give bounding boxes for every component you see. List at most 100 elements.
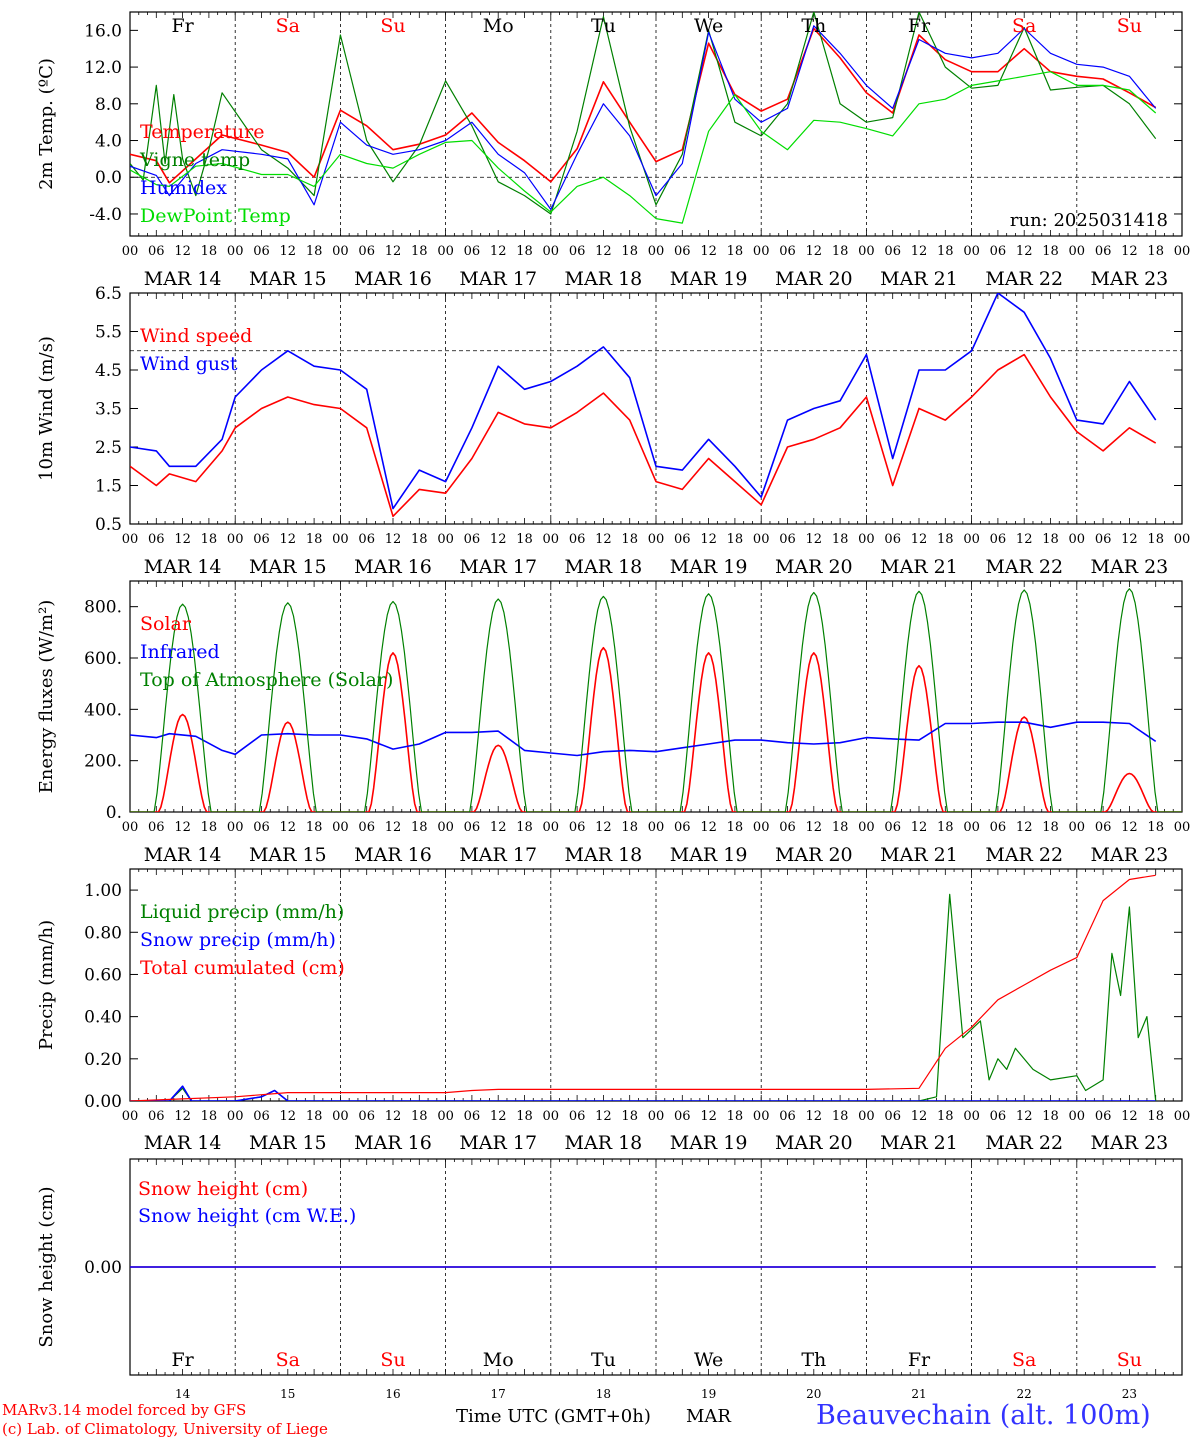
day-number: 17 <box>491 1387 506 1401</box>
date-label: MAR 22 <box>985 844 1063 866</box>
hour-label: 18 <box>937 244 954 259</box>
legend-entry: Wind speed <box>140 325 252 347</box>
day-name: Tu <box>591 1349 616 1371</box>
hour-label: 06 <box>1095 244 1112 259</box>
hour-label: 00 <box>648 820 665 835</box>
day-name: Sa <box>1012 1349 1036 1371</box>
legend-entry: Solar <box>140 613 192 635</box>
hour-label: 12 <box>700 532 717 547</box>
hour-label: 18 <box>306 820 323 835</box>
hour-label: 00 <box>858 244 875 259</box>
hour-label: 06 <box>569 244 586 259</box>
date-label: MAR 22 <box>985 556 1063 578</box>
hour-label: 00 <box>1069 244 1086 259</box>
hour-label: 00 <box>1174 1109 1191 1124</box>
hour-label: 12 <box>490 244 507 259</box>
y-tick-label: 0.40 <box>84 1008 122 1028</box>
hour-label: 06 <box>884 244 901 259</box>
day-name: Mo <box>483 1349 514 1371</box>
y-tick-label: 0.5 <box>95 515 122 535</box>
day-number: 21 <box>911 1387 926 1401</box>
hour-label: 00 <box>122 1109 139 1124</box>
legend-entry: Snow height (cm) <box>138 1178 308 1200</box>
hour-label: 12 <box>911 244 928 259</box>
hour-label: 12 <box>490 820 507 835</box>
date-label: MAR 21 <box>880 556 958 578</box>
hour-label: 06 <box>884 820 901 835</box>
y-tick-label: 0. <box>106 803 122 823</box>
hour-label: 06 <box>1095 1109 1112 1124</box>
hour-label: 18 <box>832 532 849 547</box>
day-number: 15 <box>280 1387 295 1401</box>
hour-label: 06 <box>464 820 481 835</box>
y-tick-label: 0.60 <box>84 965 122 985</box>
hour-label: 12 <box>1121 820 1138 835</box>
hour-label: 18 <box>832 820 849 835</box>
date-label: MAR 15 <box>249 268 327 290</box>
hour-label: 18 <box>621 244 638 259</box>
legend-entry: Snow precip (mm/h) <box>140 929 336 951</box>
panel-frame <box>129 11 1183 237</box>
hour-label: 18 <box>1042 532 1059 547</box>
hour-label: 00 <box>227 1109 244 1124</box>
hour-label: 00 <box>858 1109 875 1124</box>
y-tick-label: -4.0 <box>89 205 122 225</box>
hour-label: 00 <box>332 532 349 547</box>
series-line <box>130 25 1157 210</box>
panel-4: 0.00 0.20 0.40 0.60 0.80 1.00 Precip (mm/h) 00 0… <box>36 868 1191 1154</box>
day-name: Th <box>801 1349 826 1371</box>
date-label: MAR 19 <box>670 1132 748 1154</box>
y-tick-label: 1.00 <box>84 881 122 901</box>
hour-label: 00 <box>858 532 875 547</box>
hour-label: 00 <box>437 1109 454 1124</box>
hour-label: 00 <box>753 244 770 259</box>
month-label: MAR <box>686 1406 731 1427</box>
hour-label: 06 <box>990 532 1007 547</box>
hour-label: 06 <box>779 820 796 835</box>
hour-label: 12 <box>174 532 191 547</box>
date-label: MAR 16 <box>354 1132 432 1154</box>
day-name: Fr <box>171 15 194 37</box>
date-label: MAR 16 <box>354 268 432 290</box>
legend-entry: Humidex <box>140 177 227 199</box>
hour-label: 00 <box>753 820 770 835</box>
hour-label: 18 <box>306 1109 323 1124</box>
date-label: MAR 15 <box>249 556 327 578</box>
hour-label: 12 <box>490 1109 507 1124</box>
hour-label: 00 <box>963 244 980 259</box>
hour-label: 06 <box>358 1109 375 1124</box>
date-label: MAR 14 <box>144 556 222 578</box>
day-name: Sa <box>1012 15 1036 37</box>
day-name: Mo <box>483 15 514 37</box>
y-tick-label: 6.5 <box>95 284 122 304</box>
hour-label: 18 <box>201 532 218 547</box>
copyright-credit: (c) Lab. of Climatology, University of L… <box>2 1420 328 1438</box>
hour-label: 12 <box>174 244 191 259</box>
hour-label: 06 <box>464 1109 481 1124</box>
hour-label: 00 <box>332 1109 349 1124</box>
series-group <box>130 588 1182 812</box>
hour-label: 00 <box>858 820 875 835</box>
day-number: 14 <box>175 1387 191 1401</box>
hour-label: 18 <box>201 244 218 259</box>
hour-label: 18 <box>201 1109 218 1124</box>
hour-label: 18 <box>832 1109 849 1124</box>
hour-label: 12 <box>1016 1109 1033 1124</box>
hour-label: 00 <box>963 1109 980 1124</box>
day-name: Su <box>1117 1349 1142 1371</box>
legend-entry: Infrared <box>140 641 220 663</box>
hour-label: 00 <box>543 244 560 259</box>
series-line <box>130 27 1157 184</box>
panel-1: -4.0 0.0 4.0 8.0 12.0 16.0 2m Temp. (ºC) 00 06 12… <box>36 11 1190 290</box>
hour-label: 00 <box>122 820 139 835</box>
date-label: MAR 19 <box>670 844 748 866</box>
hour-label: 12 <box>1016 532 1033 547</box>
hour-label: 18 <box>621 1109 638 1124</box>
series-line <box>130 71 1157 224</box>
hour-label: 06 <box>464 532 481 547</box>
date-label: MAR 17 <box>459 268 537 290</box>
date-label: MAR 18 <box>565 1132 643 1154</box>
hour-label: 00 <box>227 244 244 259</box>
hour-label: 18 <box>1042 1109 1059 1124</box>
